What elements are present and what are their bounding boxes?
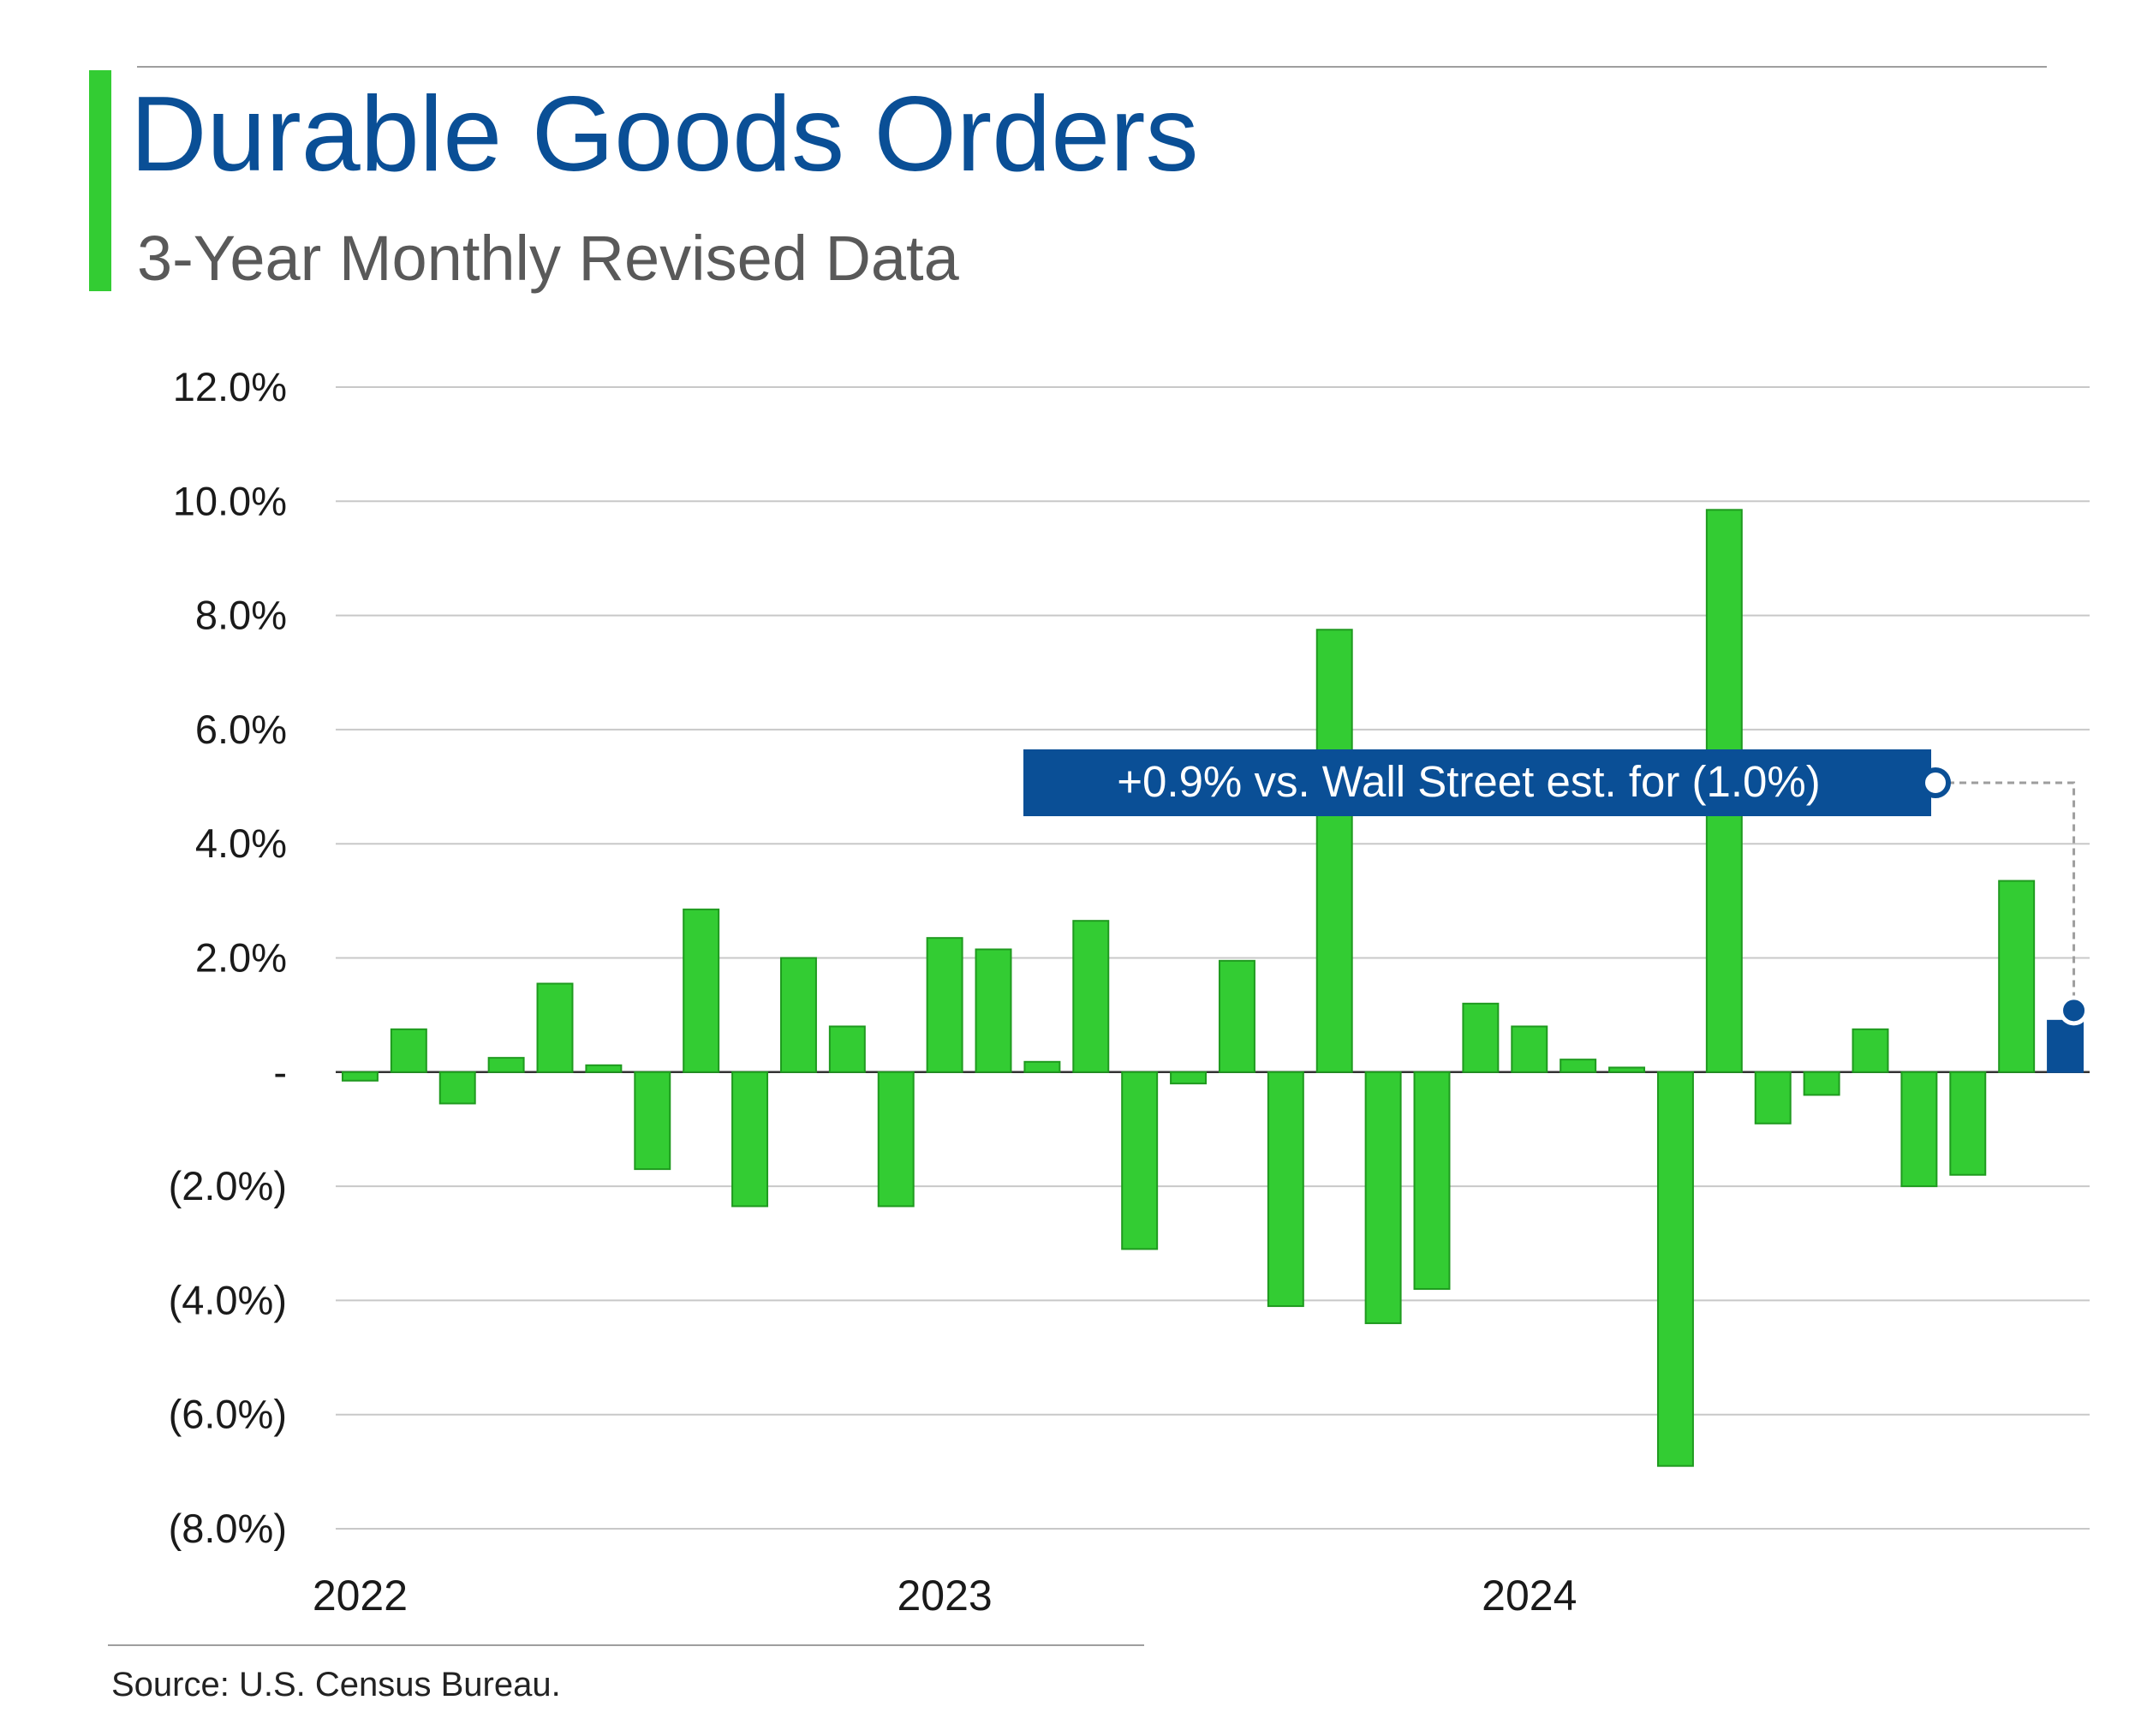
bar	[1413, 1071, 1451, 1291]
bar	[585, 1064, 623, 1073]
callout-annotation: +0.9% vs. Wall Street est. for (1.0%)	[1023, 749, 2090, 1026]
chart-subtitle: 3-Year Monthly Revised Data	[137, 223, 959, 294]
y-axis-labels: 12.0% 10.0% 8.0% 6.0% 4.0% 2.0% - (2.0%) (4.0%) (…	[169, 364, 287, 1551]
bar	[1121, 1071, 1159, 1250]
bar	[926, 937, 963, 1073]
y-tick-label: (6.0%)	[169, 1392, 287, 1437]
x-tick-label: 2023	[897, 1572, 992, 1620]
bar	[390, 1028, 427, 1073]
bar	[487, 1057, 525, 1073]
bar-series	[341, 509, 2084, 1467]
bar	[1754, 1071, 1792, 1125]
callout-box	[1023, 749, 1931, 816]
x-axis-labels: 2022 2023 2024	[313, 1572, 1577, 1620]
bar	[877, 1071, 915, 1208]
bar	[779, 957, 817, 1073]
bar	[1267, 1071, 1304, 1308]
bar	[1656, 1071, 1694, 1467]
bar	[1170, 1071, 1208, 1085]
bar	[731, 1071, 769, 1208]
x-tick-label: 2022	[313, 1572, 408, 1620]
y-tick-label: -	[273, 1049, 287, 1095]
bar	[1900, 1071, 1938, 1188]
bar	[438, 1071, 476, 1105]
bar	[1072, 920, 1110, 1073]
callout-leader-line	[1935, 781, 2076, 1012]
bar	[341, 1071, 379, 1082]
y-tick-label: (4.0%)	[169, 1277, 287, 1322]
y-tick-label: 6.0%	[195, 707, 287, 752]
bar	[1511, 1025, 1548, 1073]
bar	[1852, 1028, 1889, 1073]
bar	[1560, 1059, 1597, 1073]
bar-highlight	[2047, 1019, 2084, 1073]
gridlines	[336, 386, 2090, 1530]
bar	[1364, 1071, 1402, 1325]
bar	[1218, 959, 1255, 1073]
bar	[683, 908, 720, 1073]
bar	[975, 948, 1012, 1073]
callout-marker-start	[1920, 767, 1951, 798]
y-tick-label: 12.0%	[173, 364, 287, 409]
bar-chart: 12.0% 10.0% 8.0% 6.0% 4.0% 2.0% - (2.0%) (4.0%) (…	[169, 364, 2090, 1620]
callout-marker-end	[2059, 995, 2090, 1026]
bar	[536, 982, 574, 1073]
y-tick-label: (8.0%)	[169, 1506, 287, 1551]
bar	[634, 1071, 671, 1171]
bar	[1998, 880, 2036, 1073]
y-tick-label: 2.0%	[195, 935, 287, 981]
x-tick-label: 2024	[1482, 1572, 1577, 1620]
bar	[1315, 629, 1353, 1073]
y-tick-label: 4.0%	[195, 820, 287, 866]
source-note: Source: U.S. Census Bureau.	[111, 1666, 561, 1703]
bar	[1803, 1071, 1840, 1096]
callout-text: +0.9% vs. Wall Street est. for (1.0%)	[1117, 757, 1820, 806]
y-tick-label: (2.0%)	[169, 1163, 287, 1208]
bar	[828, 1025, 866, 1073]
y-tick-label: 10.0%	[173, 478, 287, 523]
y-tick-label: 8.0%	[195, 593, 287, 638]
footer-rule	[108, 1644, 1144, 1646]
header-top-rule	[137, 66, 2047, 68]
bar	[1608, 1066, 1646, 1073]
bar	[1949, 1071, 1987, 1176]
chart-title: Durable Goods Orders	[130, 75, 1199, 194]
bar	[1023, 1060, 1061, 1073]
header-accent-bar	[89, 70, 111, 291]
bar	[1462, 1002, 1500, 1073]
